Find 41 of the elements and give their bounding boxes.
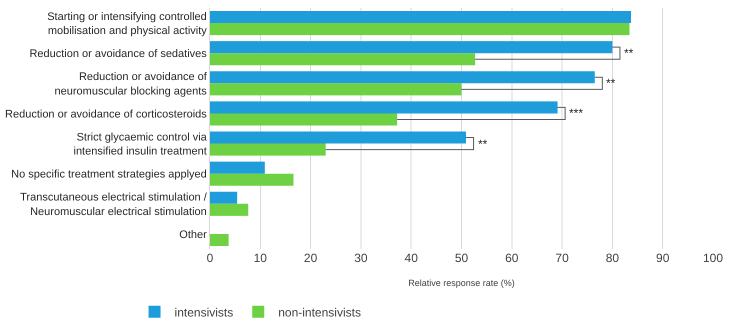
y-tick-label: Other	[179, 228, 208, 241]
x-tick-label: 80	[606, 251, 620, 265]
bar	[210, 192, 238, 204]
y-tick-label: Reduction or avoidance of corticosteroids	[5, 108, 208, 120]
bar	[210, 132, 466, 144]
legend-label: non-intensivists	[278, 305, 361, 320]
y-tick-label: Strict glycaemic control via intensified insulin treatment	[74, 131, 208, 158]
x-tick-label: 20	[304, 251, 318, 265]
bar	[210, 204, 248, 216]
bar	[210, 23, 630, 36]
x-axis-title: Relative response rate (%)	[408, 278, 515, 288]
bar	[210, 162, 265, 174]
x-tick-label: 60	[505, 251, 519, 265]
x-tick-label: 10	[254, 251, 268, 265]
bar	[210, 113, 398, 126]
x-tick-label: 100	[702, 251, 724, 265]
bar	[210, 11, 632, 24]
bar	[210, 53, 476, 66]
bar	[210, 71, 595, 84]
bar	[210, 101, 558, 114]
bar	[210, 174, 294, 186]
annotation: **	[606, 76, 616, 90]
y-tick-label: No specific treatment strategies applyed	[11, 168, 207, 181]
x-tick-label: 50	[454, 251, 468, 265]
legend-label: intensivists	[174, 305, 234, 320]
y-tick-label: Starting or intensifying controlled mobilisation and physical activity	[47, 10, 208, 38]
annotation: **	[624, 46, 634, 60]
bar	[210, 234, 229, 246]
annotation: **	[478, 137, 488, 151]
bar	[210, 41, 612, 54]
x-tick-label: 30	[354, 251, 368, 265]
y-tick-label: Reduction or avoidance of sedatives	[29, 48, 208, 60]
annotation: ***	[569, 106, 584, 120]
y-tick-label: Transcutaneous electrical stimulation / Neuromuscular electrical stimulation	[20, 192, 208, 218]
x-tick-label: 40	[404, 251, 418, 265]
x-tick-label: 0	[206, 251, 214, 265]
bar	[210, 144, 326, 156]
x-tick-label: 90	[656, 251, 670, 265]
bar	[210, 83, 462, 96]
y-tick-label: Reduction or avoidance of neuromuscular blocking agents	[54, 71, 208, 98]
x-tick-label: 70	[555, 251, 570, 265]
